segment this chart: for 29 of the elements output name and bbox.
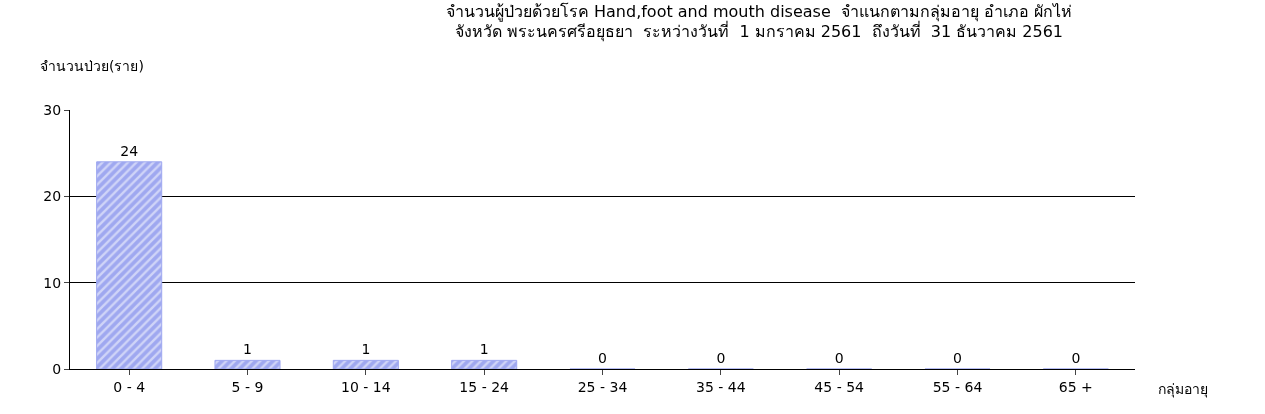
x-axis-title: กลุ่มอายุ — [1158, 381, 1208, 398]
bar — [451, 359, 518, 369]
data-label: 1 — [479, 341, 489, 358]
data-label: 1 — [361, 341, 371, 358]
y-tick-label: 10 — [43, 274, 62, 291]
x-tick-label: 0 - 4 — [113, 378, 146, 395]
bar — [214, 359, 281, 369]
data-label: 0 — [716, 350, 726, 366]
x-tick-label: 35 - 44 — [696, 378, 746, 395]
data-label: 24 — [120, 142, 139, 159]
y-tick-label: 20 — [43, 188, 62, 205]
x-tick-label: 15 - 24 — [459, 378, 510, 395]
y-tick-label: 0 — [52, 360, 62, 377]
chart-title: จำนวนผู้ป่วยด้วยโรค Hand,foot and mouth disease จำแนกตามกลุ่มอายุ อำเภอ ผักไห่ จังหวัด พระนครศรีอยุธยา ระหว่างวันที่ 1 มกราคม 2561 ถึงวันที่ 31 ธันวาคม 2561 — [445, 1, 1073, 43]
x-tick-label: 55 - 64 — [932, 378, 983, 395]
x-tick-label: 25 - 34 — [577, 378, 628, 395]
bar — [96, 161, 163, 369]
data-label: 0 — [953, 350, 962, 366]
data-label: 1 — [243, 341, 252, 358]
data-label: 0 — [1071, 350, 1081, 366]
data-label: 0 — [598, 350, 607, 366]
x-tick-label: 65 + — [1058, 378, 1093, 395]
x-tick-label: 45 - 54 — [814, 378, 865, 395]
data-label: 0 — [834, 350, 844, 366]
x-tick-label: 10 - 14 — [341, 378, 391, 395]
x-tick-label: 5 - 9 — [231, 378, 264, 395]
y-tick-label: 30 — [43, 101, 62, 118]
bar — [332, 359, 399, 369]
y-axis-title: จำนวนป่วย(ราย) — [40, 58, 144, 74]
